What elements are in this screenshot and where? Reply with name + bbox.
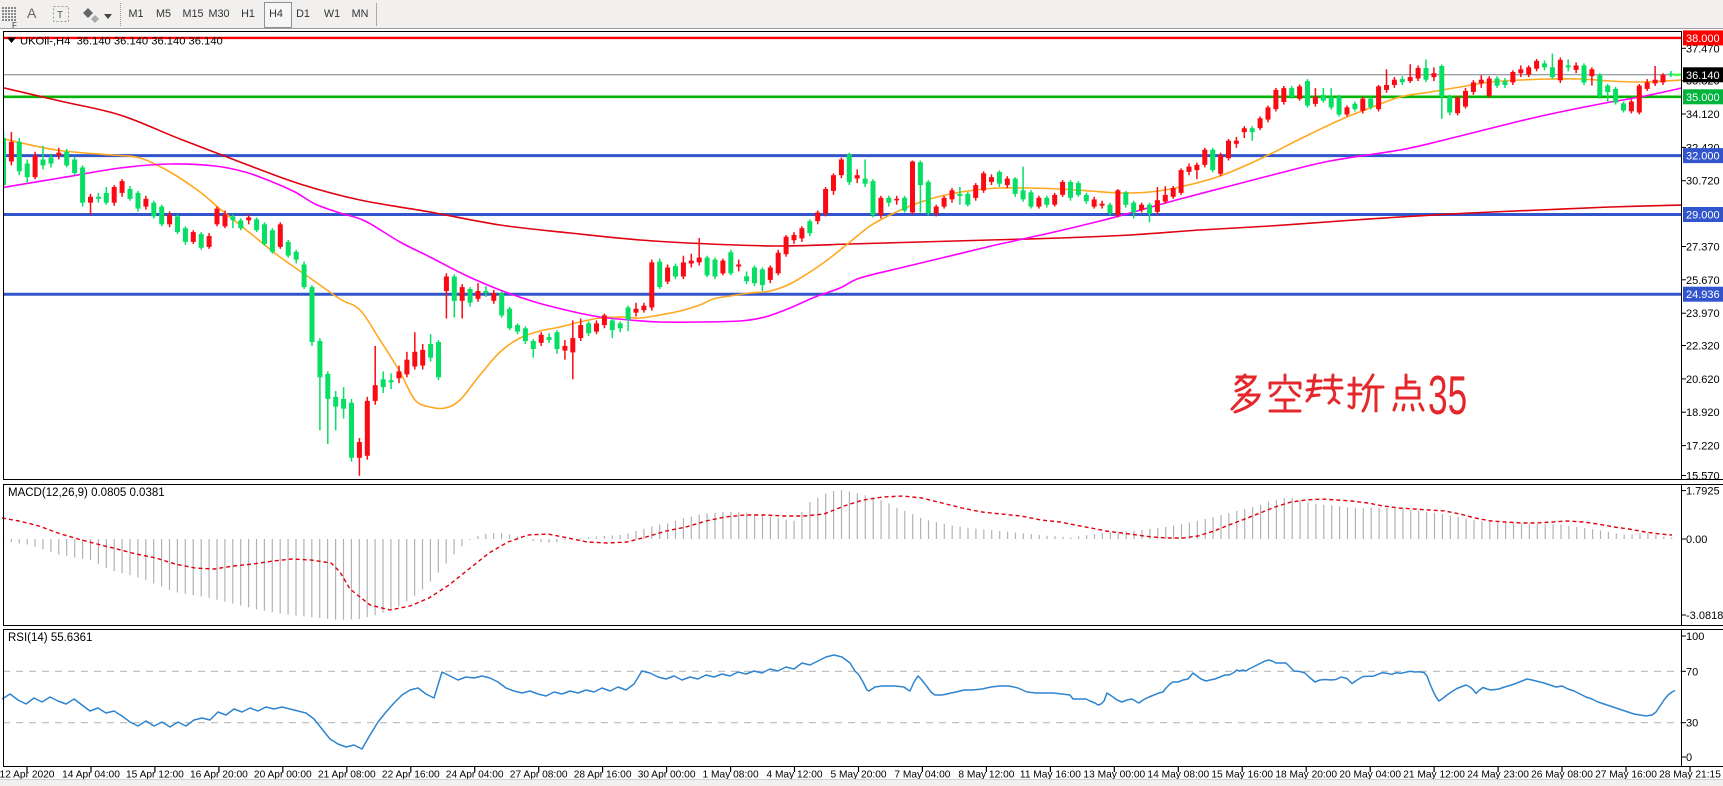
svg-text:28 May 21:15: 28 May 21:15	[1659, 770, 1721, 781]
svg-text:36.140: 36.140	[1686, 70, 1720, 82]
svg-text:22 Apr 16:00: 22 Apr 16:00	[382, 770, 440, 781]
svg-text:0: 0	[1686, 752, 1692, 764]
svg-text:RSI(14) 55.6361: RSI(14) 55.6361	[8, 632, 92, 644]
svg-text:14 May 08:00: 14 May 08:00	[1147, 770, 1209, 781]
svg-text:13 May 00:00: 13 May 00:00	[1083, 770, 1145, 781]
svg-text:100: 100	[1686, 631, 1704, 643]
svg-text:24 Apr 04:00: 24 Apr 04:00	[446, 770, 504, 781]
svg-text:24 May 23:00: 24 May 23:00	[1467, 770, 1529, 781]
svg-text:25.670: 25.670	[1686, 275, 1720, 287]
svg-text:20 Apr 00:00: 20 Apr 00:00	[254, 770, 312, 781]
svg-text:20.620: 20.620	[1686, 374, 1720, 386]
svg-text:4 May 12:00: 4 May 12:00	[766, 770, 822, 781]
svg-text:30.720: 30.720	[1686, 176, 1720, 188]
svg-text:UKOil-,H4 36.140 36.140 36.14: UKOil-,H4 36.140 36.140 36.140 36.140	[20, 36, 223, 48]
svg-text:24.936: 24.936	[1686, 289, 1720, 301]
svg-text:27 May 16:00: 27 May 16:00	[1595, 770, 1657, 781]
svg-text:20 May 04:00: 20 May 04:00	[1339, 770, 1401, 781]
svg-text:18.920: 18.920	[1686, 407, 1720, 419]
svg-text:16 Apr 20:00: 16 Apr 20:00	[190, 770, 248, 781]
svg-text:30 Apr 00:00: 30 Apr 00:00	[638, 770, 696, 781]
svg-text:F: F	[12, 21, 17, 29]
svg-text:35.000: 35.000	[1686, 92, 1720, 104]
svg-text:14 Apr 04:00: 14 Apr 04:00	[62, 770, 120, 781]
svg-text:15 May 16:00: 15 May 16:00	[1211, 770, 1273, 781]
svg-text:34.120: 34.120	[1686, 109, 1720, 121]
svg-text:21 Apr 08:00: 21 Apr 08:00	[318, 770, 376, 781]
svg-text:T: T	[57, 10, 63, 21]
svg-text:32.000: 32.000	[1686, 151, 1720, 163]
svg-text:7 May 04:00: 7 May 04:00	[894, 770, 950, 781]
svg-text:1.7925: 1.7925	[1686, 486, 1720, 498]
svg-text:22.320: 22.320	[1686, 341, 1720, 353]
svg-text:26 May 08:00: 26 May 08:00	[1531, 770, 1593, 781]
svg-text:17.220: 17.220	[1686, 441, 1720, 453]
svg-text:18 May 20:00: 18 May 20:00	[1275, 770, 1337, 781]
svg-text:0.00: 0.00	[1686, 534, 1707, 546]
svg-text:27 Apr 08:00: 27 Apr 08:00	[510, 770, 568, 781]
svg-text:15.570: 15.570	[1686, 471, 1720, 483]
svg-text:1 May 08:00: 1 May 08:00	[703, 770, 759, 781]
svg-text:35: 35	[1428, 364, 1467, 426]
svg-text:5 May 20:00: 5 May 20:00	[830, 770, 886, 781]
svg-text:30: 30	[1686, 718, 1698, 730]
svg-text:MACD(12,26,9) 0.0805 0.0381: MACD(12,26,9) 0.0805 0.0381	[8, 487, 165, 499]
svg-text:15 Apr 12:00: 15 Apr 12:00	[126, 770, 184, 781]
svg-text:-3.0818: -3.0818	[1686, 610, 1723, 622]
svg-text:21 May 12:00: 21 May 12:00	[1403, 770, 1465, 781]
svg-text:8 May 12:00: 8 May 12:00	[958, 770, 1014, 781]
svg-text:38.000: 38.000	[1686, 33, 1720, 45]
svg-text:37.470: 37.470	[1686, 43, 1720, 55]
svg-text:28 Apr 16:00: 28 Apr 16:00	[574, 770, 632, 781]
svg-text:29.000: 29.000	[1686, 210, 1720, 222]
svg-text:12 Apr 2020: 12 Apr 2020	[0, 770, 55, 781]
svg-text:23.970: 23.970	[1686, 308, 1720, 320]
svg-text:11 May 16:00: 11 May 16:00	[1020, 770, 1081, 781]
svg-text:27.370: 27.370	[1686, 242, 1720, 254]
svg-text:70: 70	[1686, 666, 1698, 678]
